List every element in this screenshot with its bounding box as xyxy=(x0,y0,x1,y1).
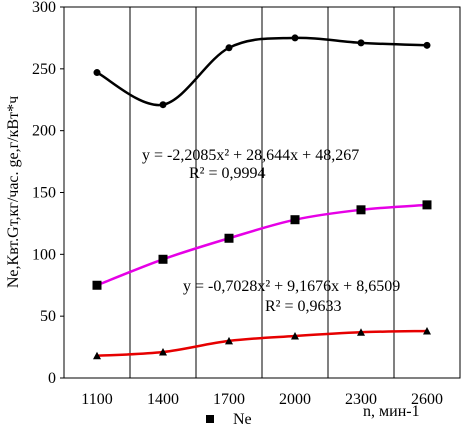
data-point-Gt xyxy=(423,327,431,335)
grid xyxy=(129,7,395,378)
y-tick-label: 100 xyxy=(32,246,56,263)
data-point-Ne xyxy=(356,205,366,215)
x-tick-label: 2000 xyxy=(279,391,311,408)
data-point-Ne xyxy=(290,215,300,225)
data-point-Ne xyxy=(92,280,102,290)
data-point-Gt xyxy=(357,328,365,336)
y-axis-label: Ne,Квт.Gт,кг/час. ge,г/кВт*ч xyxy=(5,96,22,288)
data-point-ge xyxy=(423,41,431,49)
y-tick-label: 0 xyxy=(48,370,56,387)
data-point-Gt xyxy=(159,348,167,356)
x-tick-label: 1400 xyxy=(147,391,179,408)
y-tick-label: 50 xyxy=(40,308,56,325)
y-tick-label: 250 xyxy=(32,61,56,78)
annotation-2-equation: y = -0,7028x² + 9,1676x + 8,6509 xyxy=(183,278,400,295)
data-point-Gt xyxy=(225,336,233,345)
series-ge-line xyxy=(96,36,428,107)
y-axis: 0 50 100 150 200 250 300 xyxy=(32,0,64,387)
x-axis-label: n, мин-1 xyxy=(363,403,420,420)
y-tick-label: 300 xyxy=(32,0,56,16)
x-tick-label: 1100 xyxy=(81,391,112,408)
annotation-1-equation: y = -2,2085x² + 28,644x + 48,267 xyxy=(142,147,359,164)
x-tick-label: 1700 xyxy=(213,391,245,408)
y-tick-label: 150 xyxy=(32,185,56,202)
data-point-ge xyxy=(225,44,233,52)
data-point-ge xyxy=(93,69,101,77)
series-layer xyxy=(92,34,432,360)
legend-marker xyxy=(206,415,214,423)
data-point-ge xyxy=(357,39,365,47)
x-tick-label: 2600 xyxy=(411,391,443,408)
x-tick-label: 2300 xyxy=(345,391,377,408)
annotation-2-r2: R² = 0,9633 xyxy=(265,298,342,315)
y-tick-label: 200 xyxy=(32,123,56,140)
data-point-Ne xyxy=(224,233,234,243)
data-point-Gt xyxy=(291,331,299,340)
series-Gt-line xyxy=(96,329,428,357)
x-axis: 1100 1400 1700 2000 2300 2600 xyxy=(81,391,443,408)
legend-label: Ne xyxy=(233,411,252,428)
series-Ne-line xyxy=(96,203,428,287)
annotation-1-r2: R² = 0,9994 xyxy=(189,165,266,182)
data-point-Ne xyxy=(158,254,168,264)
data-point-Gt xyxy=(93,351,101,360)
data-point-ge xyxy=(159,101,167,109)
data-point-Ne xyxy=(422,200,432,210)
data-point-ge xyxy=(291,34,299,42)
